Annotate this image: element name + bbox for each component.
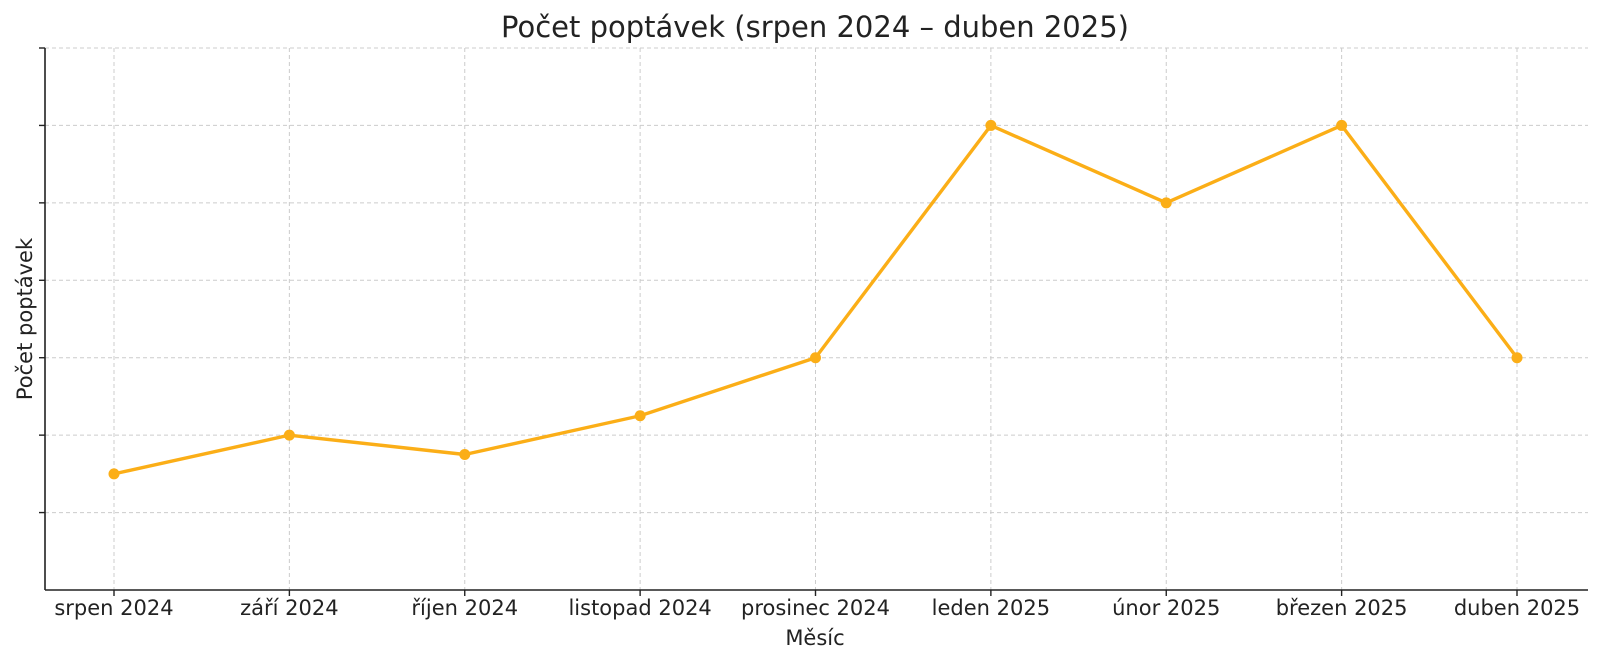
data-point — [1160, 197, 1172, 209]
y-axis-label: Počet poptávek — [13, 237, 37, 400]
data-point — [1511, 352, 1523, 364]
data-point — [108, 468, 120, 480]
x-tick-label: březen 2025 — [1276, 596, 1408, 620]
data-point — [283, 429, 295, 441]
x-tick-label: listopad 2024 — [568, 596, 711, 620]
data-point — [459, 449, 471, 460]
x-tick-label: prosinec 2024 — [741, 596, 890, 620]
data-point — [985, 119, 997, 131]
x-tick-labels: srpen 2024 září 2024 říjen 2024 listopad 20… — [54, 596, 1580, 620]
grid — [45, 47, 1588, 590]
x-tick-label: říjen 2024 — [411, 596, 518, 620]
data-point — [634, 410, 646, 422]
x-tick-label: duben 2025 — [1454, 596, 1580, 620]
data-point — [1336, 119, 1348, 131]
data-point — [810, 352, 821, 364]
chart-title: Počet poptávek (srpen 2024 – duben 2025) — [501, 10, 1129, 44]
axes — [44, 48, 1588, 591]
series — [108, 119, 1523, 480]
x-tick-label: únor 2025 — [1112, 596, 1220, 620]
x-tick-label: leden 2025 — [932, 596, 1050, 620]
ticks — [39, 47, 1518, 596]
x-axis-label: Měsíc — [785, 626, 844, 650]
x-tick-label: srpen 2024 — [54, 596, 173, 620]
x-tick-label: září 2024 — [240, 596, 338, 620]
